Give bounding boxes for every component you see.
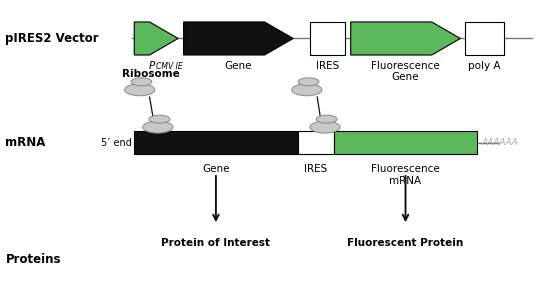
- Text: CMV IE: CMV IE: [156, 62, 183, 71]
- Bar: [134, 131, 298, 154]
- Text: mRNA: mRNA: [5, 136, 46, 149]
- Polygon shape: [134, 22, 178, 55]
- Text: Gene: Gene: [202, 164, 230, 174]
- Ellipse shape: [149, 115, 170, 123]
- Bar: [334, 131, 477, 154]
- Text: IRES: IRES: [304, 164, 327, 174]
- Bar: [310, 22, 345, 55]
- Ellipse shape: [298, 78, 319, 86]
- Ellipse shape: [292, 84, 322, 96]
- Ellipse shape: [310, 121, 340, 133]
- Bar: [298, 131, 334, 154]
- Ellipse shape: [142, 121, 173, 133]
- Text: poly A: poly A: [468, 61, 501, 71]
- Polygon shape: [184, 22, 293, 55]
- Text: Protein of Interest: Protein of Interest: [162, 238, 270, 248]
- Ellipse shape: [316, 115, 337, 123]
- Text: IRES: IRES: [316, 61, 339, 71]
- Bar: [465, 22, 504, 55]
- Text: Gene: Gene: [225, 61, 252, 71]
- Text: Fluorescence
Gene: Fluorescence Gene: [371, 61, 440, 82]
- Text: Fluorescent Protein: Fluorescent Protein: [347, 238, 464, 248]
- Text: Ribosome: Ribosome: [122, 69, 180, 79]
- Text: P: P: [149, 61, 155, 71]
- Ellipse shape: [131, 78, 152, 86]
- Text: pIRES2 Vector: pIRES2 Vector: [5, 32, 99, 45]
- Text: Fluorescence
mRNA: Fluorescence mRNA: [371, 164, 440, 186]
- Text: AAAAAA: AAAAAA: [481, 138, 518, 147]
- Text: Proteins: Proteins: [5, 253, 61, 266]
- Polygon shape: [351, 22, 460, 55]
- Text: 5’ end: 5’ end: [101, 137, 132, 148]
- Ellipse shape: [125, 84, 155, 96]
